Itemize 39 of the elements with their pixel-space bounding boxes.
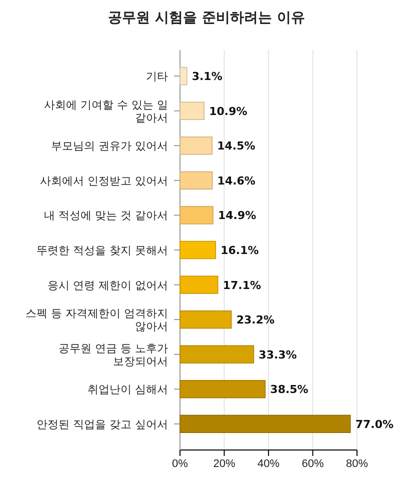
bar [180, 206, 214, 224]
bar [180, 345, 254, 364]
y-tick-label: 기타 [146, 70, 168, 84]
bar [180, 310, 232, 329]
data-label: 16.1% [220, 244, 259, 257]
data-label: 17.1% [222, 278, 262, 292]
data-label: 14.5% [217, 140, 256, 153]
y-tick-label: 응시 연령 제한이 없어서 [48, 278, 168, 292]
y-tick-label: 내 적성에 맞는 것 같아서 [44, 209, 168, 222]
x-tick-label: 40% [257, 458, 280, 470]
y-tick-label: 취업난이 심해서 [88, 383, 168, 396]
x-tick-label: 20% [213, 458, 236, 470]
bar [180, 276, 218, 294]
data-label: 33.3% [258, 348, 297, 362]
data-label: 38.5% [270, 383, 308, 396]
bar [180, 414, 351, 434]
bar [180, 240, 216, 260]
bar [180, 66, 188, 86]
bar [180, 171, 213, 190]
y-tick-label: 안정된 직업을 갖고 싶어서 [36, 418, 168, 431]
data-label: 10.9% [209, 104, 248, 118]
y-tick-label: 사회에서 인정받고 있어서 [40, 174, 168, 188]
y-tick-label: 공무원 연금 등 노후가 보장되어서 [58, 342, 168, 368]
y-tick-label: 부모님의 권유가 있어서 [51, 140, 168, 153]
x-tick-label: 80% [346, 458, 368, 470]
bar [180, 380, 266, 398]
y-tick-label: 스펙 등 자격제한이 엄격하지 않아서 [26, 307, 168, 334]
data-label: 77.0% [355, 418, 394, 431]
y-tick-label: 사회에 기여할 수 있는 일 같아서 [44, 98, 168, 124]
data-label: 23.2% [236, 314, 274, 327]
data-label: 14.6% [217, 174, 256, 188]
bar [180, 102, 205, 120]
bar [180, 136, 212, 155]
x-tick-label: 60% [302, 458, 324, 470]
data-label: 3.1% [192, 70, 222, 84]
y-tick-label: 뚜렷한 적성을 찾지 못해서 [36, 244, 168, 257]
data-label: 14.9% [218, 209, 256, 222]
x-tick-label: 0% [172, 458, 188, 470]
chart-title: 공무원 시험을 준비하려는 이유 [108, 10, 305, 26]
